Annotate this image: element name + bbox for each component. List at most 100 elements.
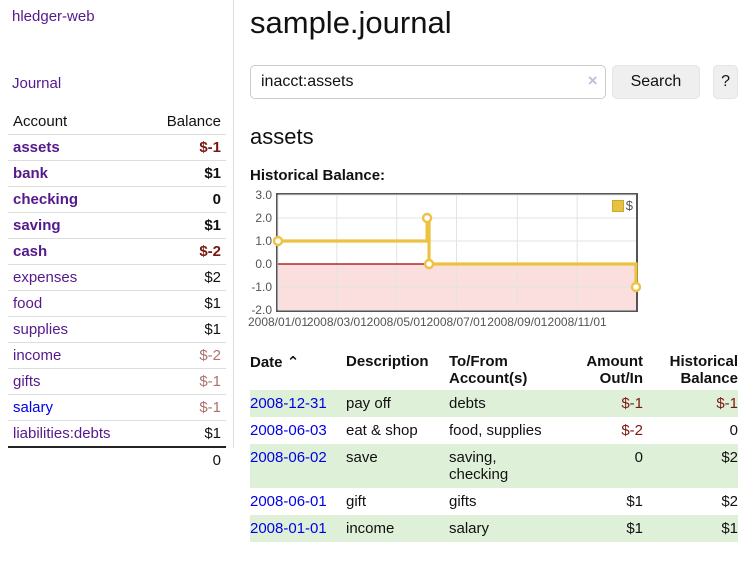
sidebar-account-link[interactable]: expenses [13, 269, 78, 286]
accounts-total-row: 0 [8, 446, 226, 473]
transaction-description: eat & shop [346, 422, 418, 439]
clear-search-icon[interactable]: × [587, 71, 598, 90]
transaction-balance: $2 [721, 449, 738, 466]
app-brand-link[interactable]: hledger-web [12, 8, 95, 25]
legend-series-label: $ [625, 198, 633, 213]
transaction-description: income [346, 520, 395, 537]
y-axis-tick-label: -2.0 [251, 303, 272, 317]
data-point-marker [423, 258, 435, 270]
register-table: Date ⌃ Description To/From Account(s) Am… [250, 350, 738, 542]
sidebar-account-link[interactable]: cash [13, 243, 48, 260]
sidebar-account-link[interactable]: bank [13, 165, 49, 182]
sidebar-account-row: assets $-1 [8, 135, 226, 161]
account-balance-value: $-1 [144, 394, 226, 421]
sidebar: hledger-web Journal Account Balance asse… [0, 0, 234, 473]
account-balance-value: $-1 [199, 139, 221, 156]
transaction-balance: $1 [721, 520, 738, 537]
sidebar-account-link[interactable]: saving [13, 217, 61, 234]
sidebar-account-link[interactable]: supplies [13, 321, 69, 338]
search-form: × Search ? [250, 65, 738, 99]
balance-column-header: Balance [144, 109, 226, 135]
sidebar-account-link[interactable]: liabilities:debts [13, 425, 111, 442]
y-axis-tick-label: 3.0 [255, 188, 272, 202]
transaction-balance: 0 [729, 422, 738, 439]
sidebar-account-link[interactable]: income [13, 347, 62, 364]
sidebar-account-link[interactable]: salary [13, 399, 54, 416]
search-button[interactable]: Search [611, 65, 701, 99]
account-balance-value: $-1 [144, 368, 226, 395]
amount-column-header: Amount Out/In [586, 353, 643, 387]
transaction-row: 2008-01-01 income salary $1 $1 [250, 515, 738, 542]
register-table-header: Date ⌃ Description To/From Account(s) Am… [250, 350, 738, 390]
account-balance-value: $1 [144, 420, 226, 447]
sidebar-account-link[interactable]: food [13, 295, 43, 312]
y-axis-tick-label: 0.0 [255, 257, 272, 271]
transaction-balance: $2 [721, 493, 738, 510]
account-page-title: assets [250, 124, 314, 149]
sidebar-account-row: food $1 [8, 290, 226, 317]
transaction-accounts: saving, checking [449, 449, 509, 483]
main-content: sample.journal × Search ? assets Histori… [248, 0, 738, 542]
accounts-total-value: 0 [144, 446, 226, 473]
x-axis: 2008/01/01 2008/03/01 2008/05/01 2008/07/01… [248, 312, 638, 329]
transaction-accounts: debts [449, 395, 486, 412]
sidebar-account-link[interactable]: gifts [13, 373, 41, 390]
sidebar-account-row: bank $1 [8, 160, 226, 187]
account-balance-value: $-2 [144, 238, 226, 265]
transaction-description: pay off [346, 395, 391, 412]
transaction-row: 2008-12-31 pay off debts $-1 $-1 [250, 390, 738, 417]
page-title: sample.journal [250, 5, 452, 40]
account-balance-value: $1 [144, 290, 226, 317]
x-axis-tick-label: 2008/03/01 [306, 315, 367, 329]
accounts-table: Account Balance assets $-1 bank $1 checking 0… [8, 109, 226, 473]
sidebar-account-link[interactable]: checking [13, 191, 79, 208]
description-column-header: Description [346, 353, 429, 370]
transaction-row: 2008-06-02 save saving, checking 0 $2 [250, 444, 738, 488]
data-point-marker [630, 281, 642, 293]
x-axis-tick-label: 2008/07/01 [426, 315, 487, 329]
x-axis-tick-label: 2008/01/01 [247, 315, 309, 329]
transaction-accounts: salary [449, 520, 490, 537]
transaction-amount: $-1 [621, 395, 643, 412]
transaction-description: save [346, 449, 378, 466]
account-balance-value: $-2 [144, 342, 226, 369]
x-axis-tick-label: 2008/05/01 [366, 315, 427, 329]
x-axis-tick-label: 2008/09/01 [487, 315, 548, 329]
transaction-amount: $1 [626, 520, 643, 537]
transaction-row: 2008-06-01 gift gifts $1 $2 [250, 488, 738, 515]
account-balance-value: $1 [144, 316, 226, 343]
account-balance-value: $1 [144, 160, 226, 187]
y-axis-tick-label: 2.0 [255, 211, 272, 225]
account-balance-value: $2 [144, 264, 226, 291]
sort-ascending-icon: ⌃ [286, 354, 300, 371]
transaction-accounts: gifts [449, 493, 477, 510]
transaction-date-link[interactable]: 2008-06-02 [250, 449, 327, 466]
data-point-marker [421, 212, 433, 224]
accounts-column-header: To/From Account(s) [449, 353, 528, 387]
transaction-date-link[interactable]: 2008-01-01 [250, 520, 327, 537]
transaction-date-link[interactable]: 2008-12-31 [250, 395, 327, 412]
data-point-marker [272, 235, 284, 247]
y-axis-tick-label: -1.0 [251, 280, 272, 294]
search-input[interactable] [250, 65, 606, 99]
legend-color-swatch [611, 199, 624, 212]
chart-legend: $ [611, 198, 633, 213]
date-column-header: Date ⌃ [250, 354, 300, 371]
sidebar-account-row: supplies $1 [8, 316, 226, 343]
account-column-header: Account [8, 109, 145, 135]
transaction-date-link[interactable]: 2008-06-01 [250, 493, 327, 510]
help-button[interactable]: ? [713, 65, 738, 99]
sidebar-account-row: expenses $2 [8, 264, 226, 291]
x-axis-tick-label: 2008/11/01 [547, 315, 607, 329]
sidebar-account-row: saving $1 [8, 212, 226, 239]
transaction-date-link[interactable]: 2008-06-03 [250, 422, 327, 439]
transaction-balance: $-1 [716, 395, 738, 412]
sidebar-account-link[interactable]: assets [13, 139, 60, 156]
sidebar-account-row: salary $-1 [8, 394, 226, 421]
sidebar-item-journal[interactable]: Journal [12, 75, 62, 92]
transaction-accounts: food, supplies [449, 422, 542, 439]
sidebar-account-row: gifts $-1 [8, 368, 226, 395]
sidebar-account-row: checking 0 [8, 186, 226, 213]
account-balance-value: 0 [144, 186, 226, 213]
transaction-description: gift [346, 493, 367, 510]
